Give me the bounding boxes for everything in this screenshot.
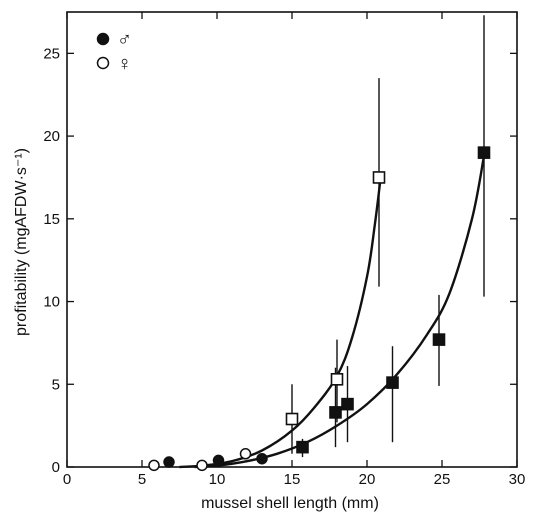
filled-square-point <box>432 333 446 346</box>
open-square-point <box>285 412 299 426</box>
data-points <box>148 146 491 472</box>
x-axis-label: mussel shell length (mm) <box>201 495 379 512</box>
y-tick-label: 15 <box>43 211 60 228</box>
x-tick-label: 25 <box>434 471 451 488</box>
x-tick-label: 10 <box>209 471 226 488</box>
y-axis-label: profitability (mgAFDW·s⁻¹) <box>13 148 30 336</box>
error-bars <box>291 15 485 458</box>
open-square-point <box>330 373 344 386</box>
legend: ♂ ♀ <box>96 29 132 75</box>
x-tick-label: 0 <box>63 471 71 488</box>
filled-square-point <box>386 376 399 389</box>
x-tick-label: 20 <box>359 471 376 488</box>
y-tick-label: 10 <box>43 294 60 311</box>
y-tick-label: 0 <box>52 459 60 476</box>
open-circle-point <box>196 459 208 472</box>
filled-circle-point <box>212 454 225 467</box>
legend-label-female: ♀ <box>117 53 132 75</box>
legend-label-male: ♂ <box>117 29 132 51</box>
y-tick-label: 25 <box>43 45 60 62</box>
y-tick-label: 5 <box>52 376 60 393</box>
open-circle-point <box>148 459 160 472</box>
filled-square-fit-curve <box>194 155 486 469</box>
filled-square-point <box>477 146 491 159</box>
filled-square-point <box>296 440 309 454</box>
open-circle-point <box>239 448 252 460</box>
open-square-point <box>372 171 386 184</box>
open-square-fit-curve <box>179 178 382 469</box>
filled-circle-point <box>163 456 175 468</box>
axes: 0 5 10 15 20 25 30 0 5 10 15 20 25 <box>43 11 526 488</box>
x-tick-label: 5 <box>138 471 146 488</box>
filled-square-point <box>329 406 342 419</box>
legend-marker-male <box>96 32 110 46</box>
x-tick-label: 30 <box>509 471 526 488</box>
filled-circle-point <box>256 452 268 465</box>
legend-marker-female <box>96 56 110 70</box>
filled-square-point <box>341 397 354 411</box>
y-tick-label: 20 <box>43 128 60 145</box>
x-tick-label: 15 <box>284 471 301 488</box>
